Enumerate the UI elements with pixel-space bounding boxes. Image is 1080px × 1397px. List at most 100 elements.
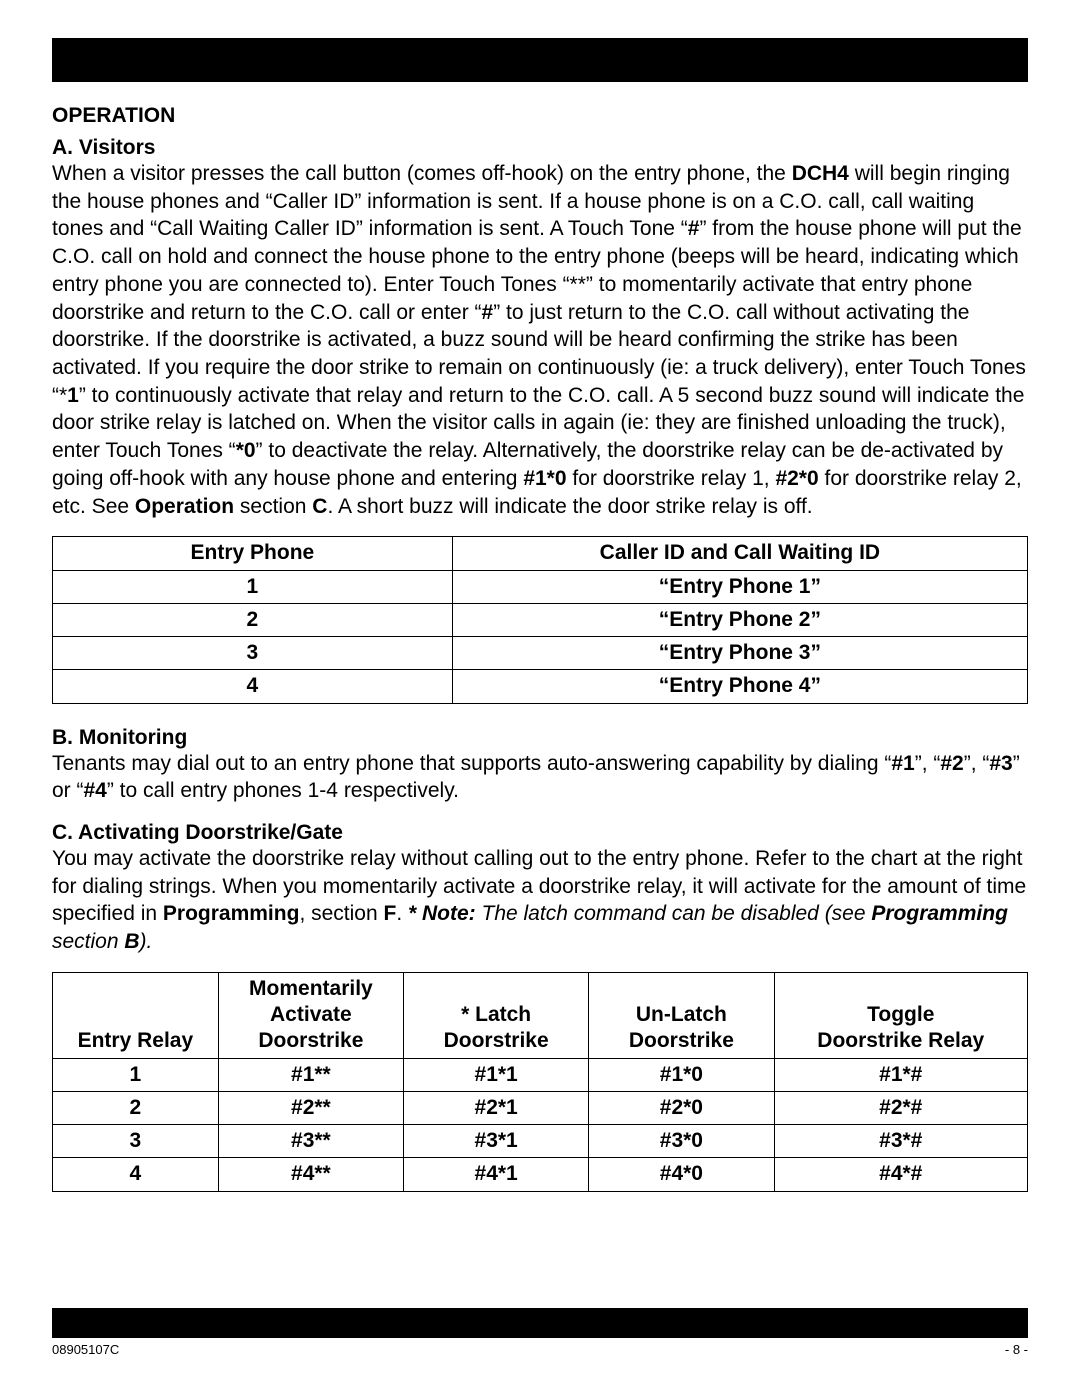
table-row: 1 “Entry Phone 1” xyxy=(53,570,1028,603)
text-italic: section xyxy=(52,930,124,953)
th-line: Un-Latch xyxy=(636,1003,727,1026)
text: When a visitor presses the call button (… xyxy=(52,162,792,185)
cell: 3 xyxy=(53,637,453,670)
th-entry-relay: Entry Relay xyxy=(53,972,219,1058)
text: . xyxy=(396,902,408,925)
cell: #1*# xyxy=(774,1058,1028,1091)
cell: #2*0 xyxy=(589,1091,774,1124)
page: OPERATION A. Visitors When a visitor pre… xyxy=(0,0,1080,1397)
text-bold-italic: Programming xyxy=(871,902,1008,925)
heading-a-visitors: A. Visitors xyxy=(52,136,1028,160)
cell: “Entry Phone 1” xyxy=(452,570,1027,603)
th-line: Entry Relay xyxy=(78,1029,194,1052)
cell: 3 xyxy=(53,1125,219,1158)
cell: #1*1 xyxy=(404,1058,589,1091)
th-line: Doorstrike xyxy=(444,1029,549,1052)
text-bold: Programming xyxy=(163,902,300,925)
cell: “Entry Phone 4” xyxy=(452,670,1027,703)
cell: 4 xyxy=(53,670,453,703)
text-bold: Operation xyxy=(135,495,234,518)
th-momentarily-activate: Momentarily Activate Doorstrike xyxy=(218,972,403,1058)
cell: #3*# xyxy=(774,1125,1028,1158)
text-italic: ). xyxy=(140,930,153,953)
table-row: Entry Relay Momentarily Activate Doorstr… xyxy=(53,972,1028,1058)
heading-b-monitoring: B. Monitoring xyxy=(52,726,1028,750)
cell: #2** xyxy=(218,1091,403,1124)
th-line: Toggle xyxy=(867,1003,934,1026)
table-row: 4 “Entry Phone 4” xyxy=(53,670,1028,703)
text-bold: 1 xyxy=(67,384,79,407)
th-line: Doorstrike Relay xyxy=(817,1029,984,1052)
paragraph-b: Tenants may dial out to an entry phone t… xyxy=(52,750,1028,805)
cell: #4*1 xyxy=(404,1158,589,1191)
table-entry-phone: Entry Phone Caller ID and Call Waiting I… xyxy=(52,536,1028,703)
text-bold: #1*0 xyxy=(523,467,566,490)
cell: #2*1 xyxy=(404,1091,589,1124)
text: for doorstrike relay 1, xyxy=(567,467,776,490)
paragraph-a: When a visitor presses the call button (… xyxy=(52,160,1028,520)
cell: #2*# xyxy=(774,1091,1028,1124)
cell: #3** xyxy=(218,1125,403,1158)
text: section xyxy=(234,495,312,518)
th-line: Doorstrike xyxy=(629,1029,734,1052)
table-row: 1 #1** #1*1 #1*0 #1*# xyxy=(53,1058,1028,1091)
table-row: 2 #2** #2*1 #2*0 #2*# xyxy=(53,1091,1028,1124)
paragraph-c: You may activate the doorstrike relay wi… xyxy=(52,845,1028,956)
cell: #3*0 xyxy=(589,1125,774,1158)
table-row: 3 “Entry Phone 3” xyxy=(53,637,1028,670)
th-entry-phone: Entry Phone xyxy=(53,537,453,570)
footer-right: - 8 - xyxy=(1005,1342,1028,1357)
text-bold: F xyxy=(383,902,396,925)
table-row: 4 #4** #4*1 #4*0 #4*# xyxy=(53,1158,1028,1191)
th-unlatch: Un-Latch Doorstrike xyxy=(589,972,774,1058)
cell: 2 xyxy=(53,1091,219,1124)
cell: “Entry Phone 3” xyxy=(452,637,1027,670)
text-bold: #4 xyxy=(84,779,107,802)
footer: 08905107C - 8 - xyxy=(52,1308,1028,1357)
cell: #1** xyxy=(218,1058,403,1091)
cell: #4*# xyxy=(774,1158,1028,1191)
text: Tenants may dial out to an entry phone t… xyxy=(52,752,891,775)
table-row: Entry Phone Caller ID and Call Waiting I… xyxy=(53,537,1028,570)
cell: #3*1 xyxy=(404,1125,589,1158)
text-bold: #2 xyxy=(940,752,963,775)
table-doorstrike: Entry Relay Momentarily Activate Doorstr… xyxy=(52,972,1028,1192)
text: ” to call entry phones 1-4 respectively. xyxy=(107,779,459,802)
table-row: 2 “Entry Phone 2” xyxy=(53,603,1028,636)
th-latch: * Latch Doorstrike xyxy=(404,972,589,1058)
text-bold: DCH4 xyxy=(792,162,849,185)
cell: #4*0 xyxy=(589,1158,774,1191)
cell: 4 xyxy=(53,1158,219,1191)
th-line: Momentarily xyxy=(249,977,373,1000)
footer-bar xyxy=(52,1308,1028,1338)
cell: 2 xyxy=(53,603,453,636)
text-italic: The latch command can be disabled (see xyxy=(476,902,872,925)
th-line: Activate xyxy=(270,1003,352,1026)
cell: “Entry Phone 2” xyxy=(452,603,1027,636)
th-line: * Latch xyxy=(461,1003,531,1026)
heading-c-doorstrike: C. Activating Doorstrike/Gate xyxy=(52,821,1028,845)
text-bold: *0 xyxy=(236,439,256,462)
text-bold: # xyxy=(482,301,494,324)
cell: #4** xyxy=(218,1158,403,1191)
text: , section xyxy=(299,902,383,925)
text-bold: #3 xyxy=(989,752,1012,775)
text-bold: #1 xyxy=(891,752,914,775)
th-toggle: Toggle Doorstrike Relay xyxy=(774,972,1028,1058)
text: ”, “ xyxy=(915,752,941,775)
text-bold-italic: * Note: xyxy=(408,902,476,925)
th-line: Doorstrike xyxy=(258,1029,363,1052)
th-caller-id: Caller ID and Call Waiting ID xyxy=(452,537,1027,570)
cell: 1 xyxy=(53,1058,219,1091)
text-bold: C xyxy=(312,495,327,518)
text-bold: #2*0 xyxy=(775,467,818,490)
cell: 1 xyxy=(53,570,453,603)
text-bold: # xyxy=(688,217,700,240)
heading-operation: OPERATION xyxy=(52,104,1028,128)
cell: #1*0 xyxy=(589,1058,774,1091)
footer-row: 08905107C - 8 - xyxy=(52,1342,1028,1357)
text: ”, “ xyxy=(964,752,990,775)
text-bold-italic: B xyxy=(124,930,139,953)
text: . A short buzz will indicate the door st… xyxy=(327,495,812,518)
top-bar xyxy=(52,38,1028,82)
